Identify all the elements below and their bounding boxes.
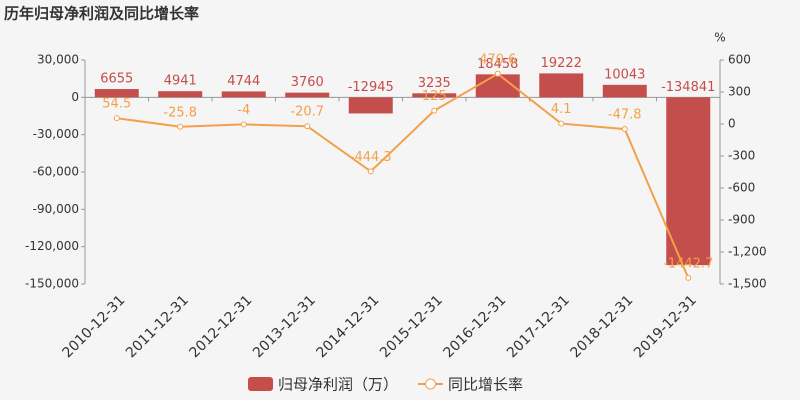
bar <box>94 89 139 98</box>
y-tick-label: -90,000 <box>33 202 79 216</box>
line-value-label: -1442.7 <box>663 256 713 271</box>
line-value-label: -47.8 <box>608 108 642 123</box>
y2-tick-label: 600 <box>728 53 751 67</box>
bar-value-label: -134841 <box>661 80 715 95</box>
y2-tick-label: -1,200 <box>728 245 767 259</box>
legend-label: 归母净利润（万） <box>278 376 398 394</box>
y-tick-label: -120,000 <box>25 239 79 253</box>
line-value-label: -444.3 <box>350 150 392 165</box>
line-value-label: 54.5 <box>102 97 131 112</box>
y-tick-label: 30,000 <box>37 53 79 67</box>
line-point <box>431 107 438 114</box>
line-value-label: 470.6 <box>479 52 516 67</box>
y-tick-label: 0 <box>71 90 79 104</box>
line-point <box>177 123 184 130</box>
legend-label: 同比增长率 <box>448 376 523 394</box>
line-point <box>558 120 565 127</box>
line-point <box>304 123 311 130</box>
y2-tick-label: 0 <box>728 117 736 131</box>
bar <box>348 97 393 114</box>
line-value-label: 4.1 <box>551 102 572 117</box>
y2-tick-label: -300 <box>728 149 755 163</box>
y-tick-label: -150,000 <box>25 277 79 291</box>
bar <box>158 91 203 98</box>
bar-value-label: 3235 <box>418 76 451 91</box>
line-value-label: -20.7 <box>290 105 324 120</box>
line-value-label: 125 <box>422 89 447 104</box>
line-point <box>367 168 374 175</box>
legend-swatch <box>425 378 437 390</box>
bar <box>285 92 330 98</box>
y2-tick-label: -1,500 <box>728 277 767 291</box>
legend-swatch <box>248 377 273 391</box>
bar <box>539 73 584 98</box>
bar-value-label: 4941 <box>164 74 197 89</box>
y2-tick-label: -900 <box>728 213 755 227</box>
line-value-label: -4 <box>237 103 250 118</box>
y2-tick-label: 300 <box>728 85 751 99</box>
bar <box>221 91 266 98</box>
bar-value-label: 4744 <box>227 74 260 89</box>
bar-value-label: 18458 <box>477 57 518 72</box>
line <box>116 72 690 279</box>
y-tick-label: -30,000 <box>33 127 79 141</box>
bar <box>666 97 711 266</box>
bar-value-label: 6655 <box>100 72 133 87</box>
bar <box>412 93 457 98</box>
y2-tick-label: -600 <box>728 181 755 195</box>
line-point <box>494 70 501 77</box>
y-tick-label: -60,000 <box>33 165 79 179</box>
bar-value-label: 19222 <box>541 56 582 71</box>
line-point <box>621 126 628 133</box>
line-point <box>240 121 247 128</box>
bar-value-label: -12945 <box>348 80 394 95</box>
line-value-label: -25.8 <box>163 105 197 120</box>
chart-title: 历年归母净利润及同比增长率 <box>4 5 199 23</box>
line-point <box>113 115 120 122</box>
bar-value-label: 3760 <box>291 75 324 90</box>
bar-value-label: 10043 <box>604 67 645 82</box>
bar <box>602 84 647 98</box>
y2-unit: % <box>714 31 725 45</box>
line-point <box>685 274 692 281</box>
